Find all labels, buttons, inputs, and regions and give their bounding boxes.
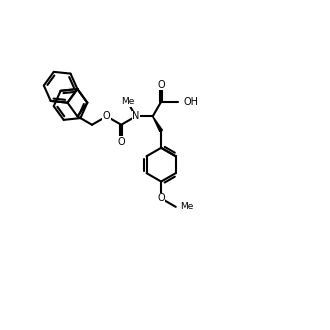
Text: O: O	[157, 80, 165, 90]
Polygon shape	[153, 116, 162, 132]
Text: Me: Me	[121, 97, 134, 106]
Text: OH: OH	[184, 97, 199, 107]
Text: O: O	[103, 111, 111, 121]
Text: O: O	[157, 193, 165, 203]
Text: Me: Me	[180, 202, 193, 211]
Text: O: O	[117, 137, 125, 147]
Text: N: N	[132, 111, 140, 121]
